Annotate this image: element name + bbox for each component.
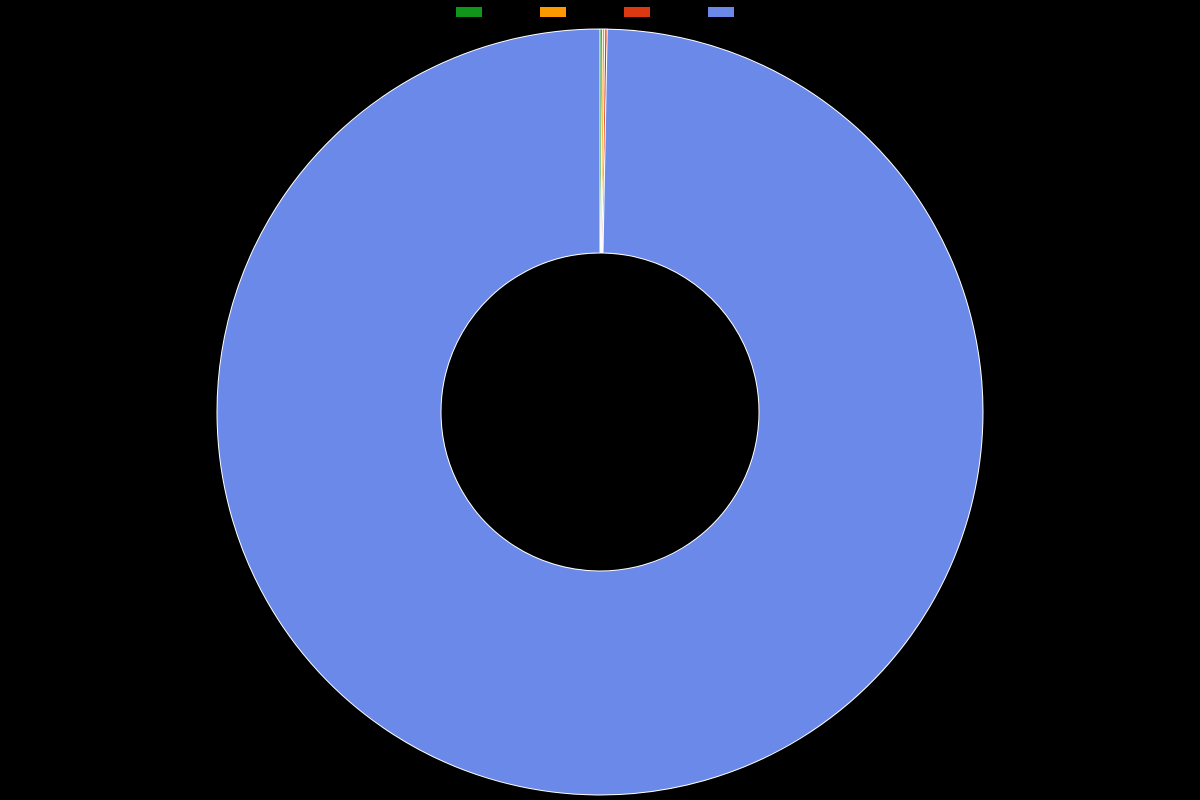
donut-svg bbox=[0, 0, 1200, 800]
donut-slice[interactable] bbox=[217, 29, 983, 795]
donut-chart bbox=[0, 0, 1200, 800]
